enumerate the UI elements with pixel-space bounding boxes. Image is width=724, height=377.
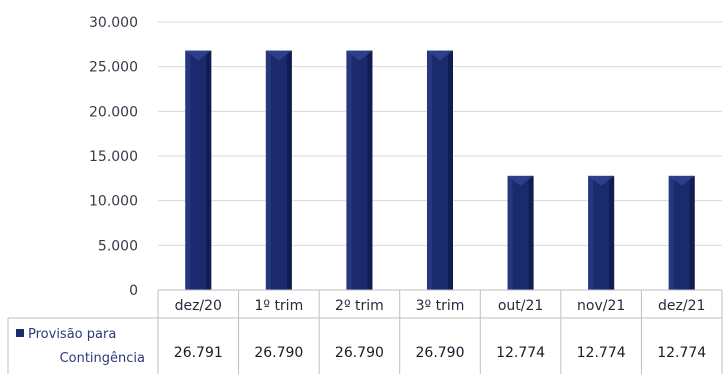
legend: Provisão para Contingência: [16, 327, 145, 366]
value-label: 26.790: [416, 345, 465, 361]
bar-shadow: [367, 50, 373, 291]
y-tick-label: 15.000: [89, 149, 138, 165]
bar-highlight: [265, 50, 271, 291]
legend-swatch: [16, 329, 24, 337]
bar-group: [427, 50, 453, 291]
bar-highlight: [668, 175, 674, 290]
bar-top-bevel: [265, 50, 292, 61]
y-axis: 0 5.000 10.000 15.000 20.000 25.000 30.000: [89, 15, 138, 299]
y-tick-label: 0: [129, 283, 138, 299]
value-label: 12.774: [577, 345, 626, 361]
bar-group: [588, 175, 615, 290]
y-tick-label: 30.000: [89, 15, 138, 31]
value-label: 12.774: [657, 345, 706, 361]
bar-shadow: [206, 50, 212, 290]
bar-highlight: [588, 175, 594, 290]
category-label: 1º trim: [254, 298, 303, 314]
legend-label-line1: Provisão para: [28, 327, 116, 342]
bar-highlight: [427, 50, 432, 291]
y-tick-label: 20.000: [89, 104, 138, 120]
category-label: nov/21: [577, 298, 625, 314]
bar-top-bevel: [185, 50, 212, 61]
bar-top-bevel: [346, 50, 373, 61]
data-table: Provisão para Contingência dez/20 26.791 1…: [7, 289, 723, 374]
y-tick-label: 25.000: [89, 60, 138, 76]
value-label: 26.791: [174, 345, 223, 361]
value-label: 26.790: [254, 345, 303, 361]
category-label: dez/20: [175, 298, 222, 314]
value-label: 26.790: [335, 345, 384, 361]
category-label: dez/21: [658, 298, 705, 314]
bar-shadow: [528, 175, 534, 290]
bar-group: [668, 175, 695, 290]
bar-top-bevel: [588, 175, 615, 186]
bar-top-bevel: [668, 175, 695, 186]
bar-top-bevel: [507, 175, 534, 186]
category-label: 2º trim: [335, 298, 384, 314]
bar-group: [265, 50, 292, 291]
category-label: out/21: [498, 298, 543, 314]
bar-top-bevel: [427, 50, 453, 61]
bar-highlight: [507, 175, 513, 290]
bar-shadow: [448, 50, 453, 291]
bar-shadow: [689, 175, 695, 290]
bar-highlight: [185, 50, 191, 290]
bar-group: [507, 175, 534, 290]
value-label: 12.774: [496, 345, 545, 361]
bar-highlight: [346, 50, 352, 291]
y-tick-label: 5.000: [98, 238, 138, 254]
bar-group: [346, 50, 373, 291]
bars: [185, 50, 695, 291]
bar-shadow: [286, 50, 292, 291]
legend-label-line2: Contingência: [60, 351, 145, 366]
bar-group: [185, 50, 212, 290]
y-tick-label: 10.000: [89, 194, 138, 210]
category-label: 3º trim: [416, 298, 465, 314]
bar-shadow: [609, 175, 615, 290]
